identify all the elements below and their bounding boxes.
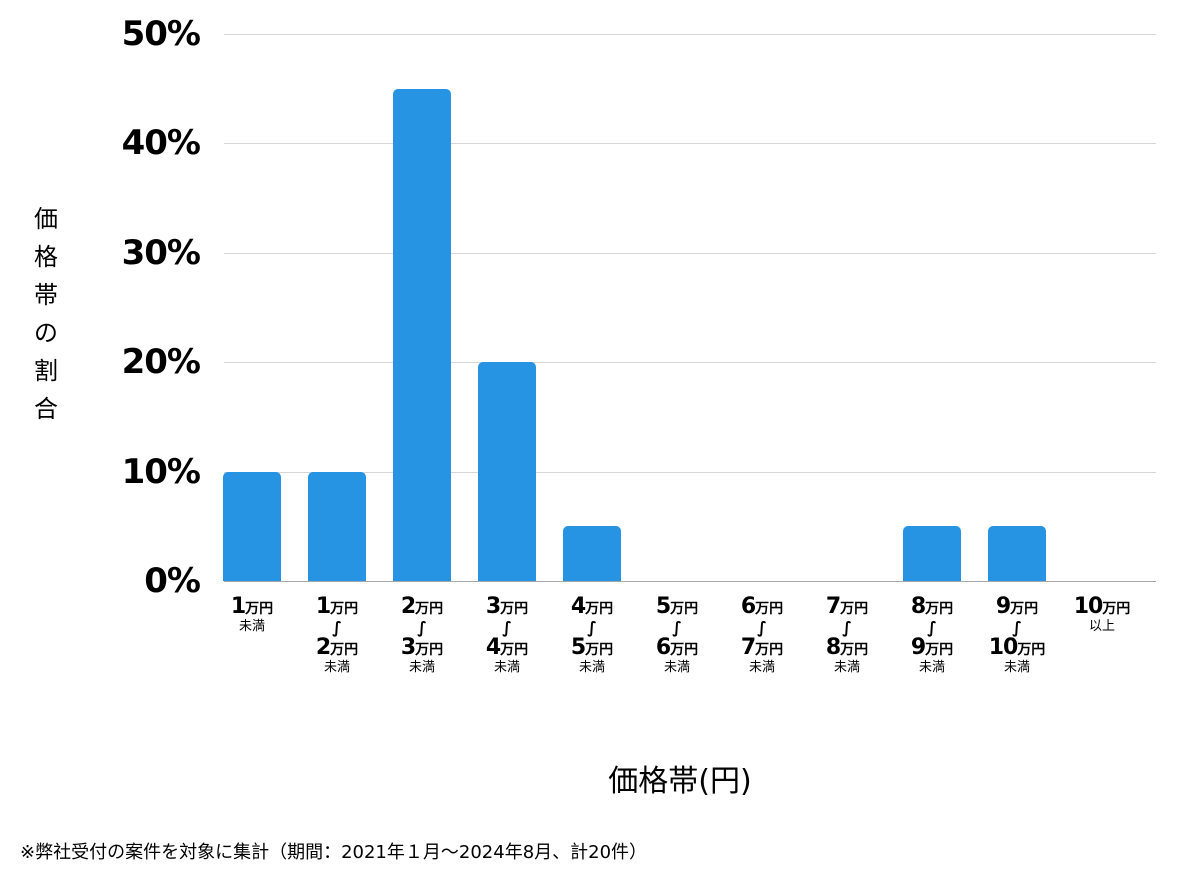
x-tick-label: 7万円 ∫ 8万円 未満 — [825, 594, 869, 675]
x-axis-line — [224, 581, 1156, 582]
footnote: ※弊社受付の案件を対象に集計（期間：2021年１月〜2024年8月、計20件） — [20, 842, 648, 863]
bar — [393, 88, 451, 581]
bar — [223, 471, 281, 581]
gridline-40 — [224, 143, 1156, 144]
gridline-50 — [224, 34, 1156, 35]
x-tick-label: 6万円 ∫ 7万円 未満 — [740, 594, 784, 675]
y-axis-title: 価 格 帯 の 割 合 — [30, 200, 62, 428]
x-tick-label: 2万円 ∫ 3万円 未満 — [400, 594, 444, 675]
y-title-char: 割 — [34, 357, 58, 385]
x-tick-label: 1万円 ∫ 2万円 未満 — [315, 594, 359, 675]
y-title-char: 格 — [34, 243, 58, 271]
y-title-char: の — [34, 319, 58, 347]
gridline-20 — [224, 362, 1156, 363]
bar — [478, 362, 536, 581]
y-tick-30: 30% — [121, 233, 201, 273]
x-tick-label: 9万円 ∫ 10万円 未満 — [988, 594, 1046, 675]
y-tick-0: 0% — [144, 561, 201, 601]
x-tick-label: 1万円 未満 — [230, 594, 274, 634]
y-tick-20: 20% — [121, 342, 201, 382]
bar — [563, 526, 621, 581]
y-title-char: 帯 — [34, 281, 58, 309]
bar — [903, 526, 961, 581]
gridline-10 — [224, 472, 1156, 473]
x-tick-label: 8万円 ∫ 9万円 未満 — [910, 594, 954, 675]
y-title-char: 合 — [34, 395, 58, 423]
y-tick-40: 40% — [121, 123, 201, 163]
y-tick-50: 50% — [121, 14, 201, 54]
x-tick-label: 5万円 ∫ 6万円 未満 — [655, 594, 699, 675]
x-tick-label: 4万円 ∫ 5万円 未満 — [570, 594, 614, 675]
x-tick-label: 10万円 以上 — [1073, 594, 1131, 634]
bar — [308, 471, 366, 581]
x-tick-label: 3万円 ∫ 4万円 未満 — [485, 594, 529, 675]
bar — [988, 526, 1046, 581]
x-axis-title: 価格帯(円) — [608, 764, 752, 799]
y-tick-10: 10% — [121, 452, 201, 492]
gridline-30 — [224, 253, 1156, 254]
y-title-char: 価 — [34, 205, 58, 233]
